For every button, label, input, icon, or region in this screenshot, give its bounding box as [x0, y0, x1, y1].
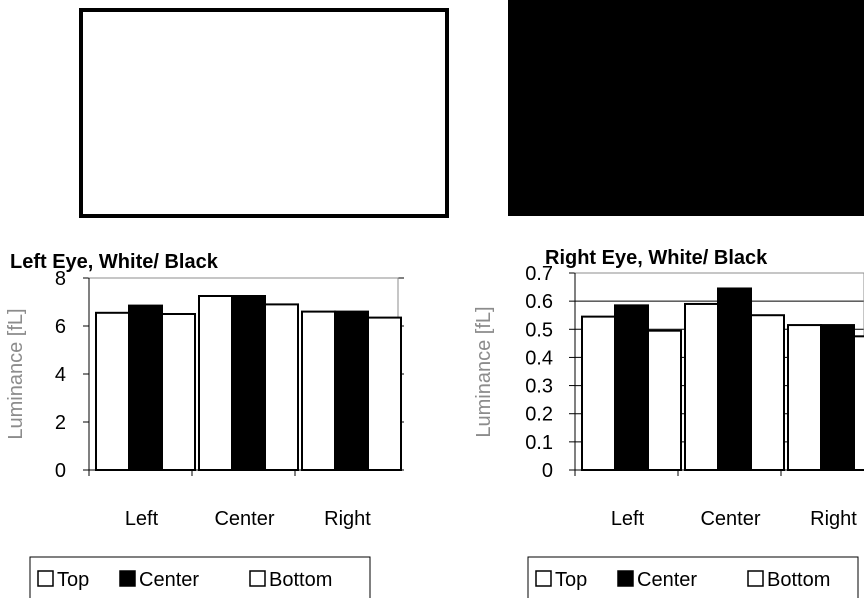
x-tick-label: Right — [810, 508, 857, 530]
bar-center-center — [231, 295, 266, 471]
bar-bottom-left — [161, 313, 196, 471]
chart-title: Right Eye, White/ Black — [545, 247, 768, 269]
black-pattern-swatch — [508, 0, 864, 216]
x-tick-label: Left — [125, 508, 159, 530]
y-tick-label: 6 — [55, 316, 66, 338]
y-tick-label: 0.2 — [525, 404, 553, 426]
legend-swatch-center — [617, 570, 634, 587]
bar-top-right — [787, 324, 822, 472]
legend-box — [29, 556, 371, 598]
y-tick-label: 0 — [542, 460, 553, 482]
y-tick-label: 0.5 — [525, 319, 553, 341]
y-tick-label: 0.4 — [525, 347, 553, 369]
y-tick-label: 0 — [55, 460, 66, 482]
y-tick-label: 0.6 — [525, 291, 553, 313]
y-tick-label: 0.7 — [525, 263, 553, 285]
bar-bottom-right — [367, 316, 402, 471]
legend-label: Top — [57, 569, 89, 591]
bar-top-left — [581, 315, 616, 471]
bar-bottom-center — [264, 303, 299, 471]
legend-swatch-top — [37, 570, 54, 587]
legend-label: Top — [555, 569, 587, 591]
y-tick-label: 0.3 — [525, 376, 553, 398]
bar-top-center — [684, 302, 719, 472]
bar-center-center — [717, 287, 752, 471]
bar-top-right — [301, 310, 336, 471]
legend-label: Bottom — [767, 569, 830, 591]
legend-swatch-center — [119, 570, 136, 587]
y-tick-label: 2 — [55, 412, 66, 434]
white-pattern-swatch — [79, 8, 449, 218]
y-axis-label: Luminance [fL] — [5, 308, 27, 439]
legend-swatch-top — [535, 570, 552, 587]
bar-center-right — [820, 324, 855, 472]
legend-label: Center — [139, 569, 199, 591]
chart-title: Left Eye, White/ Black — [10, 251, 219, 273]
x-tick-label: Center — [214, 508, 274, 530]
x-tick-label: Left — [611, 508, 645, 530]
bar-center-left — [614, 304, 649, 471]
legend-label: Center — [637, 569, 697, 591]
bar-top-left — [95, 311, 130, 471]
legend-swatch-bottom — [249, 570, 266, 587]
y-tick-label: 4 — [55, 364, 66, 386]
bar-bottom-right — [853, 335, 864, 472]
x-tick-label: Center — [700, 508, 760, 530]
legend-box — [527, 556, 859, 598]
y-tick-label: 0.1 — [525, 432, 553, 454]
bar-bottom-left — [647, 329, 682, 472]
x-tick-label: Right — [324, 508, 371, 530]
legend-label: Bottom — [269, 569, 332, 591]
y-axis-label: Luminance [fL] — [473, 306, 495, 437]
bar-bottom-center — [750, 314, 785, 472]
legend-swatch-bottom — [747, 570, 764, 587]
y-tick-label: 8 — [55, 268, 66, 290]
